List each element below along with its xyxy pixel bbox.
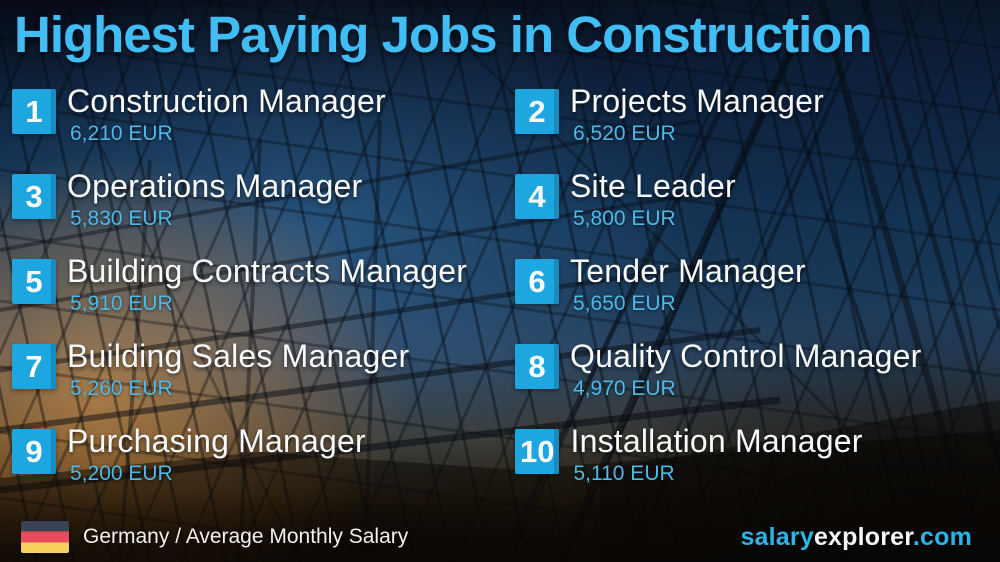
job-item-3: 3 Operations Manager 5,830 EUR (0, 169, 500, 254)
country-note: Germany / Average Monthly Salary (83, 525, 409, 548)
rank-badge: 9 (12, 429, 56, 474)
brand-salary: salary (740, 522, 814, 551)
job-list: 1 Construction Manager 6,210 EUR 2 Proje… (0, 84, 1000, 509)
rank-badge: 1 (12, 89, 56, 134)
job-salary: 6,210 EUR (70, 121, 173, 145)
job-item-2: 2 Projects Manager 6,520 EUR (500, 84, 1000, 169)
job-title: Projects Manager (570, 83, 824, 119)
job-item-9: 9 Purchasing Manager 5,200 EUR (0, 424, 500, 509)
job-title: Purchasing Manager (67, 423, 366, 459)
rank-badge: 10 (515, 429, 560, 474)
job-salary: 5,910 EUR (70, 291, 173, 315)
job-salary: 6,520 EUR (573, 121, 676, 145)
rank-badge: 2 (515, 89, 559, 134)
job-title: Construction Manager (67, 83, 386, 119)
page-title: Highest Paying Jobs in Construction (14, 6, 873, 63)
job-title: Quality Control Manager (570, 338, 922, 374)
job-item-8: 8 Quality Control Manager 4,970 EUR (500, 339, 1000, 424)
brand-tld: .com (912, 522, 972, 551)
job-item-5: 5 Building Contracts Manager 5,910 EUR (0, 254, 500, 339)
germany-flag-icon (21, 521, 69, 553)
job-title: Site Leader (570, 168, 736, 204)
rank-badge: 8 (515, 344, 559, 389)
job-item-6: 6 Tender Manager 5,650 EUR (500, 254, 1000, 339)
rank-badge: 7 (12, 344, 56, 389)
job-salary: 4,970 EUR (573, 376, 676, 400)
job-title: Building Contracts Manager (67, 253, 468, 289)
job-salary: 5,200 EUR (70, 461, 173, 485)
job-salary: 5,650 EUR (573, 291, 676, 315)
bottom-vignette (0, 492, 1000, 562)
job-title: Operations Manager (67, 168, 363, 204)
job-title: Installation Manager (570, 423, 863, 459)
rank-badge: 4 (515, 174, 559, 219)
rank-badge: 5 (12, 259, 56, 304)
job-item-7: 7 Building Sales Manager 5,260 EUR (0, 339, 500, 424)
job-item-10: 10 Installation Manager 5,110 EUR (500, 424, 1000, 509)
rank-badge: 3 (12, 174, 56, 219)
job-title: Tender Manager (570, 253, 806, 289)
job-salary: 5,800 EUR (573, 206, 676, 230)
brand-logo: salaryexplorer.com (740, 523, 972, 552)
job-salary: 5,830 EUR (70, 206, 173, 230)
job-title: Building Sales Manager (67, 338, 410, 374)
job-item-4: 4 Site Leader 5,800 EUR (500, 169, 1000, 254)
job-salary: 5,110 EUR (573, 461, 675, 485)
rank-badge: 6 (515, 259, 559, 304)
job-salary: 5,260 EUR (70, 376, 173, 400)
job-item-1: 1 Construction Manager 6,210 EUR (0, 84, 500, 169)
brand-explorer: explorer (813, 522, 913, 551)
footer: Germany / Average Monthly Salary salarye… (0, 512, 1000, 562)
